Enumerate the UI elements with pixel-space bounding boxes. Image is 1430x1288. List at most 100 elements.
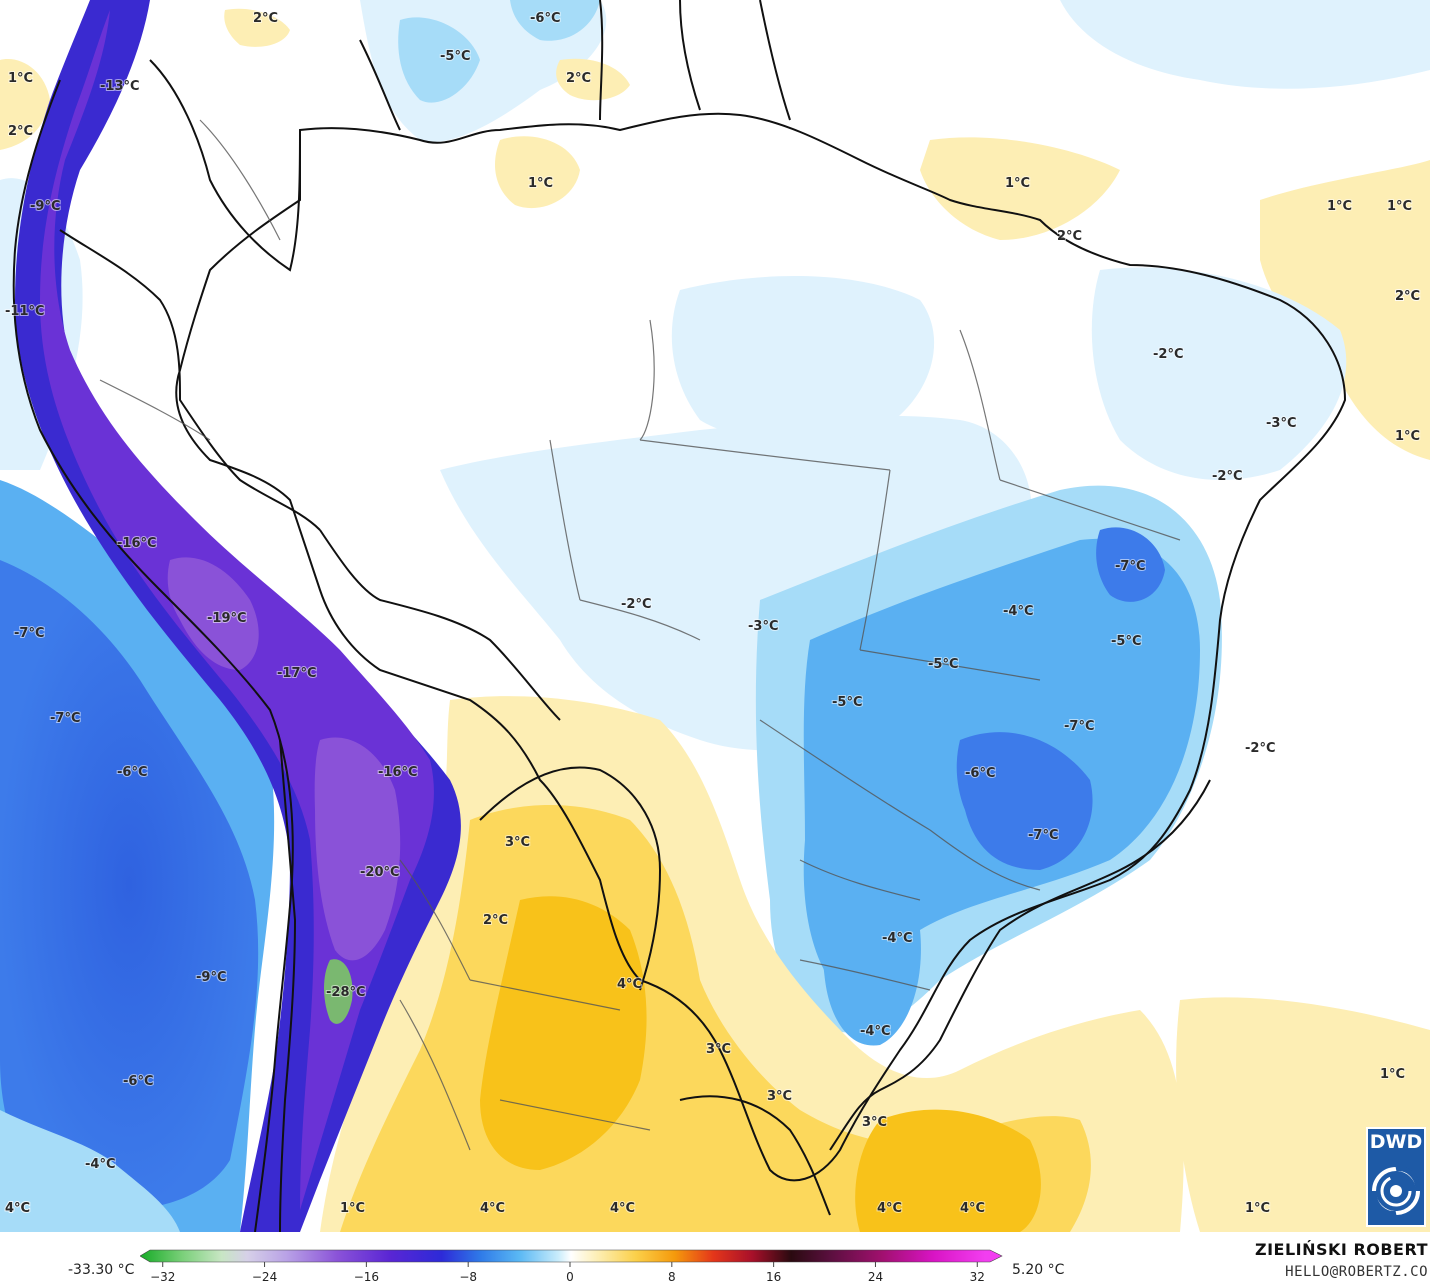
colombia-border	[149, 59, 301, 272]
temperature-label: 4°C	[5, 1201, 30, 1216]
temperature-label: 2°C	[1057, 229, 1082, 244]
guiana-warm	[495, 136, 580, 209]
temperature-label: 3°C	[505, 835, 530, 850]
temperature-label: 2°C	[1395, 289, 1420, 304]
temperature-label: 4°C	[480, 1201, 505, 1216]
temperature-label: 1°C	[1395, 429, 1420, 444]
temperature-label: 3°C	[706, 1042, 731, 1057]
temperature-label: -4°C	[860, 1024, 890, 1039]
temperature-label: -20°C	[360, 865, 400, 880]
colombia-warm	[224, 8, 290, 47]
temperature-map: 1°C 2°C -13°C 2°C -9°C -11°C 2°C -6°C -5°C 2°C 1°C…	[0, 0, 1430, 1232]
temperature-label: -2°C	[621, 597, 651, 612]
temperature-label: -7°C	[1064, 719, 1094, 734]
swirl-icon	[1371, 1166, 1421, 1216]
temperature-label: 1°C	[340, 1201, 365, 1216]
andes-violet-peak	[314, 737, 401, 961]
colorbar-tick-label: −32	[150, 1270, 175, 1284]
colorbar-tick-label: 32	[970, 1270, 985, 1284]
temperature-label: -4°C	[1003, 604, 1033, 619]
temperature-label: -4°C	[85, 1157, 115, 1172]
temperature-label: -7°C	[14, 626, 44, 641]
temperature-label: -3°C	[748, 619, 778, 634]
temperature-label: -19°C	[207, 611, 247, 626]
brazil-ne-pale	[1091, 267, 1347, 480]
country-borders	[12, 0, 1347, 1232]
temperature-label: 4°C	[5, 1201, 30, 1216]
south-warm-deep	[480, 896, 647, 1170]
atlantic-coast-south	[829, 779, 1211, 1151]
colorbar-ticks: −32 −24 −16 −8 0 8 16 24 32	[150, 1262, 985, 1284]
temperature-label: 3°C	[767, 1089, 792, 1104]
venezuela-warm	[556, 58, 630, 101]
parana-cold	[821, 877, 921, 1046]
temperature-label: 1°C	[1245, 1201, 1270, 1216]
temperature-label: 1°C	[1327, 199, 1352, 214]
pacific-coastline	[12, 79, 294, 1232]
colorbar-tick-label: −16	[354, 1270, 379, 1284]
temperature-label: 1°C	[528, 176, 553, 191]
temperature-label: 2°C	[1395, 289, 1420, 304]
temperature-label: -5°C	[832, 695, 862, 710]
temperature-label: -3°C	[1266, 416, 1296, 431]
colorbar-tick-label: −24	[252, 1270, 277, 1284]
temperature-label: 1°C	[8, 71, 33, 86]
temperature-label: 1°C	[1380, 1067, 1405, 1082]
colorbar-tick-label: 8	[668, 1270, 676, 1284]
temperature-label: 1°C	[1005, 176, 1030, 191]
bahia-cold-core	[1096, 527, 1165, 602]
author-email[interactable]: HELLO@ROBERTZ.CO	[1285, 1264, 1428, 1280]
chile-argentina-border	[279, 739, 297, 1232]
temperature-label: -6°C	[965, 766, 995, 781]
temperature-label: -5°C	[440, 49, 470, 64]
colorbar-tick-label: 16	[766, 1270, 781, 1284]
temperature-label: -6°C	[117, 765, 147, 780]
temperature-label: -7°C	[50, 711, 80, 726]
temperature-label: 2°C	[483, 913, 508, 928]
temperature-label: -5°C	[1111, 634, 1141, 649]
paraguay-border	[479, 766, 662, 991]
temperature-labels: 1°C 2°C -13°C 2°C -9°C -11°C 2°C -6°C -5°C 2°C 1°C…	[4, 10, 1421, 1217]
temperature-label: -7°C	[1115, 559, 1145, 574]
temperature-label: 4°C	[960, 1201, 985, 1216]
temperature-label: 3°C	[862, 1115, 887, 1130]
temperature-label: 4°C	[617, 977, 642, 992]
colorbar: −32 −24 −16 −8 0 8 16 24 32	[140, 1249, 1003, 1284]
atlantic-warm-ne	[1260, 160, 1430, 460]
map-canvas: 1°C 2°C -13°C 2°C -9°C -11°C 2°C -6°C -5°C 2°C 1°C…	[0, 0, 1430, 1232]
peru-border	[59, 229, 321, 531]
ecuador-warm	[0, 59, 50, 150]
andes-green-peak	[324, 959, 353, 1024]
brazil-cold-core	[956, 732, 1093, 870]
caribbean-cold	[398, 17, 480, 103]
temperature-label: 1°C	[1387, 199, 1412, 214]
temperature-label: -2°C	[1153, 347, 1183, 362]
colorbar-tick-label: 0	[566, 1270, 574, 1284]
dwd-logo: DWD	[1366, 1127, 1426, 1227]
temperature-label: -2°C	[1245, 741, 1275, 756]
colorbar-tick-label: −8	[459, 1270, 477, 1284]
dwd-logo-text: DWD	[1369, 1131, 1423, 1153]
uruguay-border	[679, 1095, 831, 1216]
temperature-label: -7°C	[1028, 828, 1058, 843]
legend-min-value: -33.30 °C	[68, 1262, 135, 1278]
temperature-label: 4°C	[877, 1201, 902, 1216]
temperature-label: -9°C	[196, 970, 226, 985]
andes-violet-bolivia	[167, 557, 259, 670]
temperature-label: 2°C	[566, 71, 591, 86]
atlantic-pale-blue-north	[1060, 0, 1430, 89]
pacific-deep-cold	[0, 560, 259, 1210]
temperature-label: -9°C	[30, 199, 60, 214]
bolivia-border	[319, 529, 561, 721]
brazil-north-pale	[671, 276, 935, 443]
atlantic-warm-coast	[920, 137, 1120, 240]
author-name: ZIELIŃSKI ROBERT	[1254, 1240, 1428, 1259]
legend-max-value: 5.20 °C	[1012, 1262, 1065, 1278]
temperature-label: -16°C	[117, 536, 157, 551]
caribbean-cold-2	[510, 0, 600, 41]
colorbar-strip	[140, 1249, 1003, 1263]
temperature-label: -17°C	[277, 666, 317, 681]
temperature-label: -13°C	[100, 79, 140, 94]
temperature-label: -28°C	[326, 985, 366, 1000]
temperature-label: 2°C	[8, 124, 33, 139]
